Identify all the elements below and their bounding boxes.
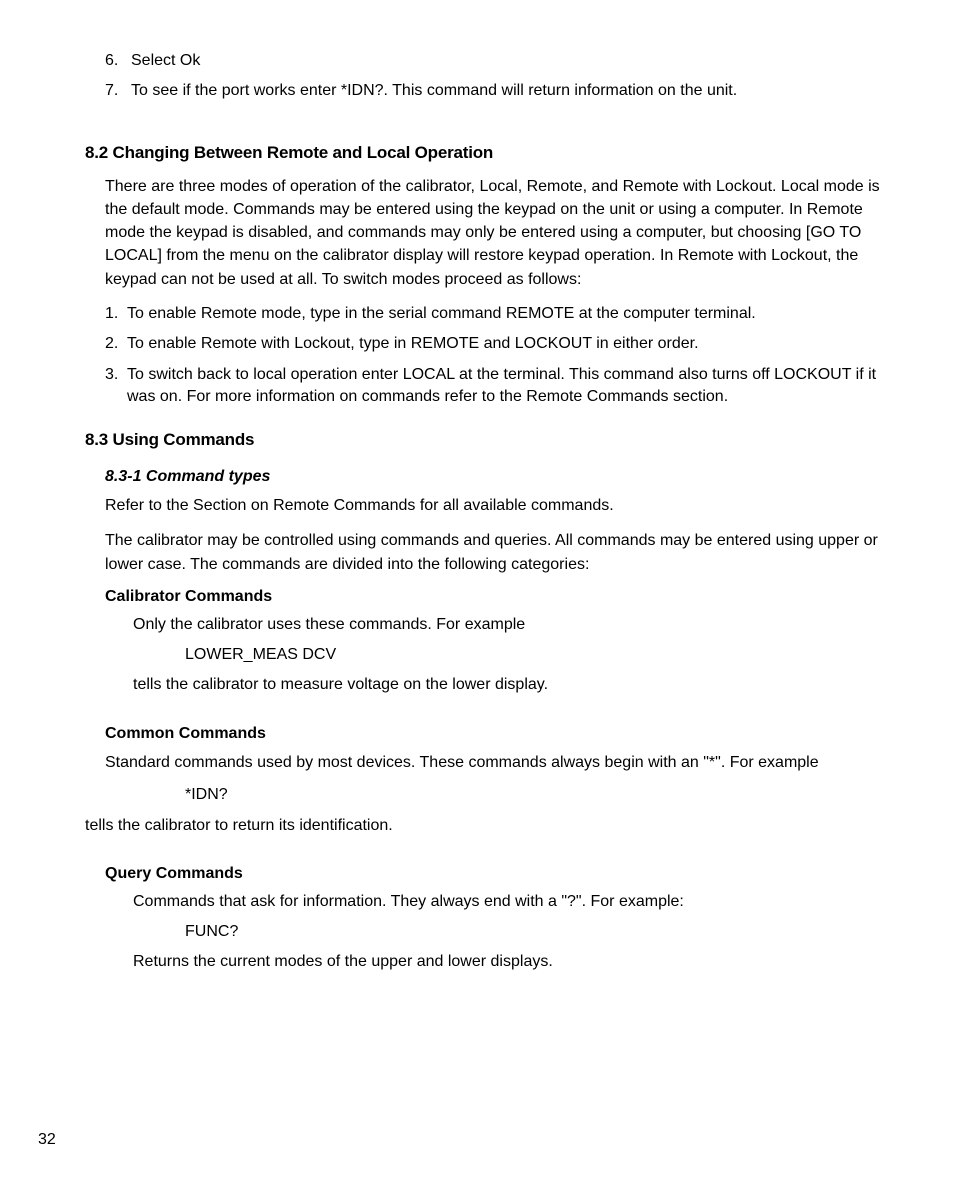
paragraph: Refer to the Section on Remote Commands …	[105, 494, 889, 517]
list-number: 2.	[105, 333, 127, 355]
list-item: 2. To enable Remote with Lockout, type i…	[105, 333, 889, 355]
paragraph: Returns the current modes of the upper a…	[133, 951, 889, 973]
list-text: To enable Remote with Lockout, type in R…	[127, 333, 889, 355]
paragraph: Commands that ask for information. They …	[133, 891, 889, 913]
list-item: 7. To see if the port works enter *IDN?.…	[105, 80, 889, 102]
paragraph: There are three modes of operation of th…	[105, 175, 889, 291]
list-item: 3. To switch back to local operation ent…	[105, 364, 889, 409]
list-text: To switch back to local operation enter …	[127, 364, 889, 409]
paragraph: tells the calibrator to measure voltage …	[133, 674, 889, 696]
list-text: Select Ok	[131, 50, 889, 72]
paragraph: tells the calibrator to return its ident…	[85, 814, 889, 837]
ordered-list-8-2: 1. To enable Remote mode, type in the se…	[105, 303, 889, 409]
list-item: 1. To enable Remote mode, type in the se…	[105, 303, 889, 325]
paragraph: Standard commands used by most devices. …	[105, 751, 889, 774]
top-ordered-list: 6. Select Ok 7. To see if the port works…	[105, 50, 889, 103]
section-heading-8-3: 8.3 Using Commands	[85, 430, 889, 450]
list-text: To see if the port works enter *IDN?. Th…	[131, 80, 889, 102]
subsection-heading-8-3-1: 8.3-1 Command types	[105, 468, 889, 486]
list-number: 6.	[105, 50, 131, 72]
code-example: LOWER_MEAS DCV	[185, 646, 889, 664]
list-number: 7.	[105, 80, 131, 102]
paragraph: The calibrator may be controlled using c…	[105, 529, 889, 575]
list-item: 6. Select Ok	[105, 50, 889, 72]
sub-heading-common-commands: Common Commands	[105, 725, 889, 743]
sub-heading-query-commands: Query Commands	[105, 865, 889, 883]
page-content: 6. Select Ok 7. To see if the port works…	[85, 50, 889, 974]
code-example: FUNC?	[185, 923, 889, 941]
list-text: To enable Remote mode, type in the seria…	[127, 303, 889, 325]
paragraph: Only the calibrator uses these commands.…	[133, 614, 889, 636]
list-number: 1.	[105, 303, 127, 325]
list-number: 3.	[105, 364, 127, 409]
code-example: *IDN?	[185, 786, 889, 804]
section-heading-8-2: 8.2 Changing Between Remote and Local Op…	[85, 143, 889, 163]
sub-heading-calibrator-commands: Calibrator Commands	[105, 588, 889, 606]
page-number: 32	[38, 1131, 56, 1149]
